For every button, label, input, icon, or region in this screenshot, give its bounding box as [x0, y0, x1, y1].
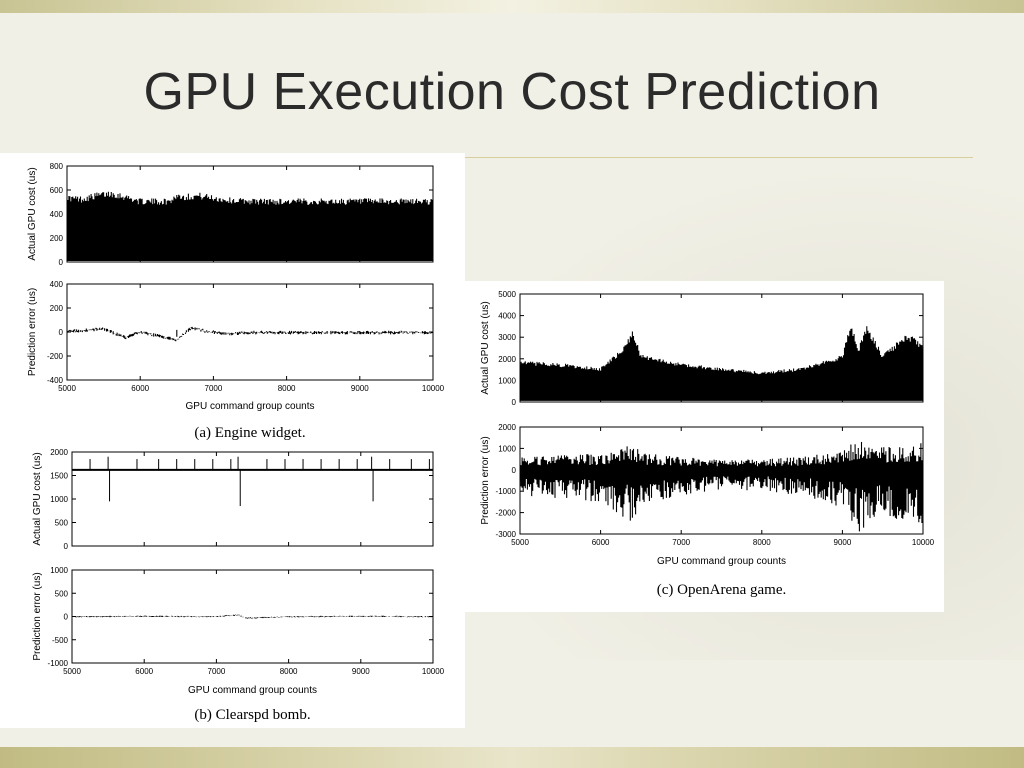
y-tick-label: 0 — [59, 258, 64, 267]
y-tick-label: -500 — [52, 636, 69, 645]
x-tick-label: 6000 — [135, 667, 153, 676]
y-tick-label: 5000 — [498, 290, 516, 299]
y-tick-label: 200 — [50, 234, 64, 243]
x-axis-label: GPU command group counts — [188, 685, 317, 696]
y-tick-label: 1000 — [498, 376, 516, 385]
plot-frame — [71, 451, 434, 547]
x-axis-label: GPU command group counts — [657, 556, 786, 567]
y-tick-label: 400 — [50, 210, 64, 219]
data-series-line — [520, 442, 923, 532]
y-tick-label: 4000 — [498, 312, 516, 321]
data-series-line — [67, 191, 433, 261]
chart-panel-c: 5000 4000 3000 2000 1000 0 Actual GPU cost (us… — [465, 281, 944, 612]
chart-caption: (b) Clearspd bomb. — [194, 707, 310, 723]
y-tick-label: 1000 — [50, 495, 68, 504]
y-tick-label: 500 — [55, 519, 69, 528]
y-tick-label: 1000 — [50, 566, 68, 575]
chart-caption: (a) Engine widget. — [194, 425, 305, 441]
plot-frame — [66, 283, 434, 381]
x-axis-label: GPU command group counts — [186, 401, 315, 412]
title-divider — [465, 157, 973, 158]
chart-a-svg: 800 600 400 200 0 Actual GPU cost (us) 400 200 0… — [27, 162, 445, 441]
x-tick-label: 8000 — [280, 667, 298, 676]
x-tick-label: 9000 — [352, 667, 370, 676]
x-tick-label: 10000 — [422, 667, 445, 676]
y-tick-label: 0 — [64, 613, 69, 622]
plot-frame — [71, 569, 434, 664]
x-tick-label: 8000 — [753, 538, 771, 547]
y-tick-label: 3000 — [498, 333, 516, 342]
y-tick-label: -200 — [47, 352, 64, 361]
y-tick-label: 500 — [55, 589, 69, 598]
y-tick-label: 1000 — [498, 444, 516, 453]
y-tick-label: 2000 — [50, 448, 68, 457]
y-tick-label: -1000 — [48, 659, 69, 668]
chart-panel-b: 2000 1500 1000 500 0 Actual GPU cost (us) 1000… — [0, 443, 465, 728]
y-tick-label: 400 — [50, 280, 64, 289]
y-axis-label: Actual GPU cost (us) — [27, 167, 38, 260]
x-tick-label: 5000 — [63, 667, 81, 676]
x-tick-label: 7000 — [672, 538, 690, 547]
y-tick-label: 0 — [512, 398, 517, 407]
data-series-line — [520, 326, 923, 401]
y-axis-label: Prediction error (us) — [27, 288, 38, 376]
slide-title: GPU Execution Cost Prediction — [143, 63, 881, 121]
data-series-line — [67, 326, 433, 342]
y-tick-label: -3000 — [496, 530, 517, 539]
x-tick-label: 5000 — [511, 538, 529, 547]
y-axis-label: Actual GPU cost (us) — [32, 452, 43, 545]
x-tick-label: 7000 — [208, 667, 226, 676]
series-group — [72, 456, 433, 507]
x-tick-label: 5000 — [58, 384, 76, 393]
y-tick-label: 2000 — [498, 423, 516, 432]
y-axis-label: Prediction error (us) — [480, 436, 491, 524]
y-axis-label: Prediction error (us) — [32, 572, 43, 660]
y-tick-label: 0 — [59, 328, 64, 337]
y-tick-label: 800 — [50, 162, 64, 171]
y-tick-label: -400 — [47, 376, 64, 385]
bottom-decorative-band — [0, 747, 1024, 768]
y-tick-label: -2000 — [496, 509, 517, 518]
y-axis-label: Actual GPU cost (us) — [480, 301, 491, 394]
series-group — [520, 442, 923, 532]
x-tick-label: 7000 — [205, 384, 223, 393]
y-tick-label: 200 — [50, 304, 64, 313]
x-tick-label: 9000 — [351, 384, 369, 393]
top-decorative-band — [0, 0, 1024, 13]
series-group — [67, 326, 433, 342]
chart-panel-a: 800 600 400 200 0 Actual GPU cost (us) 400 200 0… — [0, 153, 465, 443]
x-tick-label: 10000 — [422, 384, 445, 393]
y-tick-label: 2000 — [498, 355, 516, 364]
y-tick-label: -1000 — [496, 487, 517, 496]
x-tick-label: 9000 — [834, 538, 852, 547]
chart-caption: (c) OpenArena game. — [657, 582, 787, 598]
y-tick-label: 0 — [512, 466, 517, 475]
x-tick-label: 6000 — [131, 384, 149, 393]
y-tick-label: 600 — [50, 186, 64, 195]
x-tick-label: 6000 — [592, 538, 610, 547]
x-tick-label: 10000 — [912, 538, 935, 547]
y-tick-label: 0 — [64, 542, 69, 551]
y-tick-label: 1500 — [50, 472, 68, 481]
x-tick-label: 8000 — [278, 384, 296, 393]
series-group — [520, 326, 923, 401]
series-group — [67, 191, 433, 261]
